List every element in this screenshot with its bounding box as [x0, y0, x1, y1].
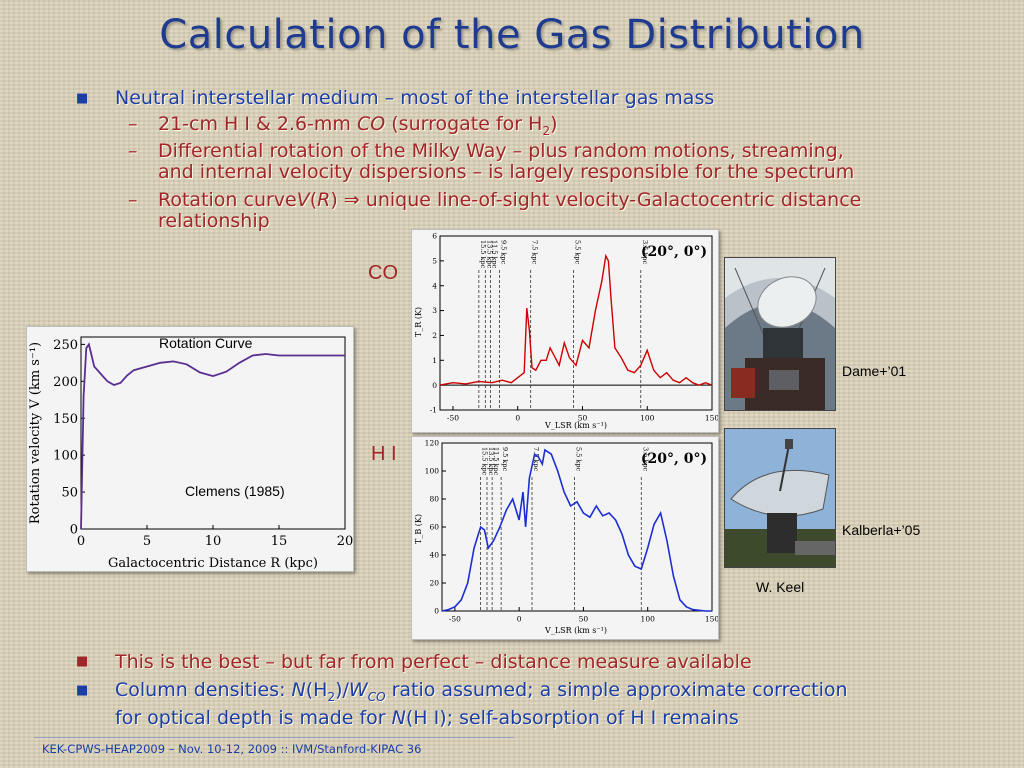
distance-marker-label: 13.5 kpc — [485, 240, 493, 269]
clemens-credit: Clemens (1985) — [185, 483, 285, 499]
x-tick-label: 0 — [515, 414, 520, 423]
hi-telescope-photo — [724, 428, 836, 568]
x-tick-label: 0 — [517, 615, 522, 624]
distance-marker-label: 5.5 kpc — [574, 447, 582, 472]
y-tick-label: 4 — [432, 281, 437, 290]
hi-spectrum-line — [441, 448, 712, 612]
x-tick-label: 20 — [337, 534, 353, 549]
dash-icon: – — [128, 189, 138, 211]
footer: KEK-CPWS-HEAP2009 – Nov. 10-12, 2009 :: … — [42, 742, 422, 756]
rotation-curve-line — [80, 342, 345, 530]
hi-chart-title: (20°, 0°) — [641, 451, 707, 467]
dame-credit: Dame+’01 — [842, 363, 907, 379]
y-tick-label: -1 — [430, 406, 437, 415]
distance-marker-label: 15.5 kpc — [479, 240, 487, 269]
y-tick-label: 0 — [432, 381, 437, 390]
y-tick-label: 0 — [70, 523, 78, 538]
bullet-1: Neutral interstellar medium – most of th… — [115, 87, 715, 109]
x-tick-label: 150 — [705, 414, 718, 423]
bullet-square-icon: ■ — [76, 683, 89, 698]
x-axis-label: Galactocentric Distance R (kpc) — [108, 556, 318, 571]
y-tick-label: 5 — [432, 256, 437, 265]
y-tick-label: 50 — [61, 486, 78, 501]
y-tick-label: 60 — [429, 523, 439, 532]
keel-credit: W. Keel — [756, 579, 805, 595]
y-tick-label: 120 — [425, 439, 440, 448]
distance-marker-label: 11.5 kpc — [491, 240, 499, 269]
kalberla-credit: Kalberla+’05 — [842, 522, 921, 538]
distance-marker-label: 7.5 kpc — [532, 447, 540, 472]
bullet-square-icon: ■ — [76, 91, 89, 106]
distance-marker-label: 3.5 kpc — [641, 447, 649, 472]
distance-marker-label: 3.5 kpc — [641, 240, 649, 265]
slide-title: Calculation of the Gas Distribution — [159, 12, 865, 58]
y-tick-label: 200 — [53, 375, 78, 390]
rotation-curve-title: Rotation Curve — [159, 335, 253, 351]
x-tick-label: 50 — [579, 615, 589, 624]
hi-x-axis-label: V_LSR (km s⁻¹) — [544, 626, 607, 635]
dome-telescope-icon — [725, 258, 835, 410]
y-tick-label: 150 — [53, 412, 78, 427]
distance-marker-label: 13.5 kpc — [487, 447, 495, 476]
sub-bullet-1: 21-cm H I & 2.6-mm CO (surrogate for H2) — [158, 113, 558, 138]
co-label: CO — [368, 262, 398, 284]
dish-telescope-icon — [725, 429, 835, 567]
x-tick-label: 0 — [77, 534, 85, 549]
distance-marker-label: 9.5 kpc — [500, 240, 508, 265]
x-tick-label: 10 — [205, 534, 222, 549]
footer-divider — [34, 737, 514, 738]
distance-marker-label: 9.5 kpc — [501, 447, 509, 472]
x-tick-label: -50 — [449, 615, 461, 624]
co-y-axis-label: T_R (K) — [414, 307, 423, 337]
y-tick-label: 250 — [53, 338, 78, 353]
bullet-2: This is the best – but far from perfect … — [115, 651, 752, 673]
x-tick-label: 150 — [705, 615, 718, 624]
y-tick-label: 100 — [53, 449, 78, 464]
hi-y-axis-label: T_B (K) — [414, 514, 423, 544]
co-spectrum-line — [439, 253, 713, 386]
dash-icon: – — [128, 140, 138, 162]
sub-bullet-3: Rotation curveV(R) ⇒ unique line-of-sigh… — [158, 189, 862, 232]
hi-spectrum-chart: 15.5 kpc 13.5 kpc 11.5 kpc 9.5 kpc 7.5 kpc 5.… — [411, 436, 719, 640]
y-tick-label: 3 — [432, 306, 437, 315]
distance-marker-label: 7.5 kpc — [531, 240, 539, 265]
y-tick-label: 80 — [429, 495, 439, 504]
co-spectrum-chart: 15.5 kpc 13.5 kpc 11.5 kpc 9.5 kpc 7.5 kpc 5.… — [411, 229, 719, 433]
y-tick-label: 0 — [434, 607, 439, 616]
y-tick-label: 100 — [425, 467, 440, 476]
distance-marker-label: 15.5 kpc — [481, 447, 489, 476]
co-x-axis-label: V_LSR (km s⁻¹) — [544, 421, 607, 430]
x-tick-label: 5 — [143, 534, 151, 549]
y-tick-label: 2 — [432, 331, 437, 340]
distance-marker-label: 11.5 kpc — [492, 447, 500, 476]
y-tick-label: 6 — [432, 232, 437, 241]
co-telescope-photo — [724, 257, 836, 411]
y-tick-label: 20 — [429, 579, 439, 588]
x-tick-label: -50 — [447, 414, 459, 423]
bullet-3: Column densities: N(H2)/WCO ratio assume… — [115, 679, 848, 729]
x-tick-label: 100 — [640, 414, 655, 423]
x-tick-label: 100 — [641, 615, 656, 624]
bullet-square-icon: ■ — [76, 654, 89, 669]
x-tick-label: 15 — [271, 534, 288, 549]
hi-label: H I — [371, 443, 397, 465]
x-tick-label: 50 — [578, 414, 588, 423]
co-chart-title: (20°, 0°) — [641, 244, 707, 260]
distance-marker-label: 5.5 kpc — [573, 240, 581, 265]
y-tick-label: 40 — [429, 551, 439, 560]
y-tick-label: 1 — [432, 356, 437, 365]
rotation-curve-chart: 0 5 10 15 20 0 50 100 150 200 250 Galactocentric D… — [26, 326, 354, 572]
y-axis-label: Rotation velocity V (km s⁻¹) — [28, 342, 43, 524]
sub-bullet-2: Differential rotation of the Milky Way –… — [158, 140, 855, 183]
dash-icon: – — [128, 113, 138, 135]
